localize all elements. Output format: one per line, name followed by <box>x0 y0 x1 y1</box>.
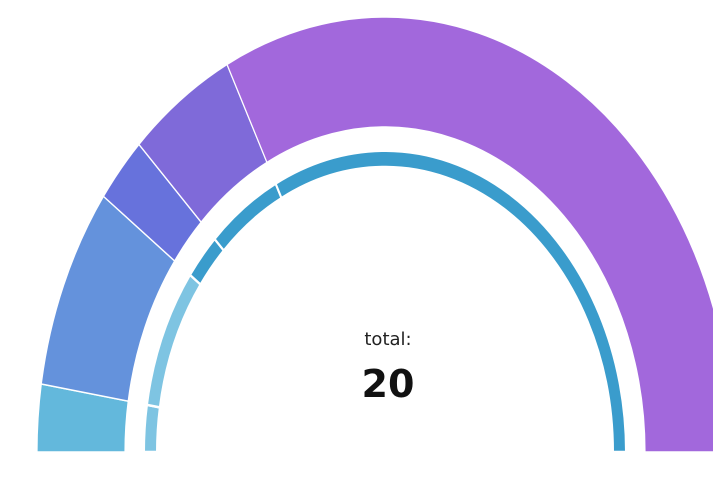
gauge <box>36 16 713 454</box>
total-label: total: <box>364 329 411 350</box>
total-value: 20 <box>362 362 415 406</box>
gauge-segment <box>226 16 713 453</box>
inner-segment <box>274 149 628 454</box>
inner-segment <box>142 403 161 454</box>
